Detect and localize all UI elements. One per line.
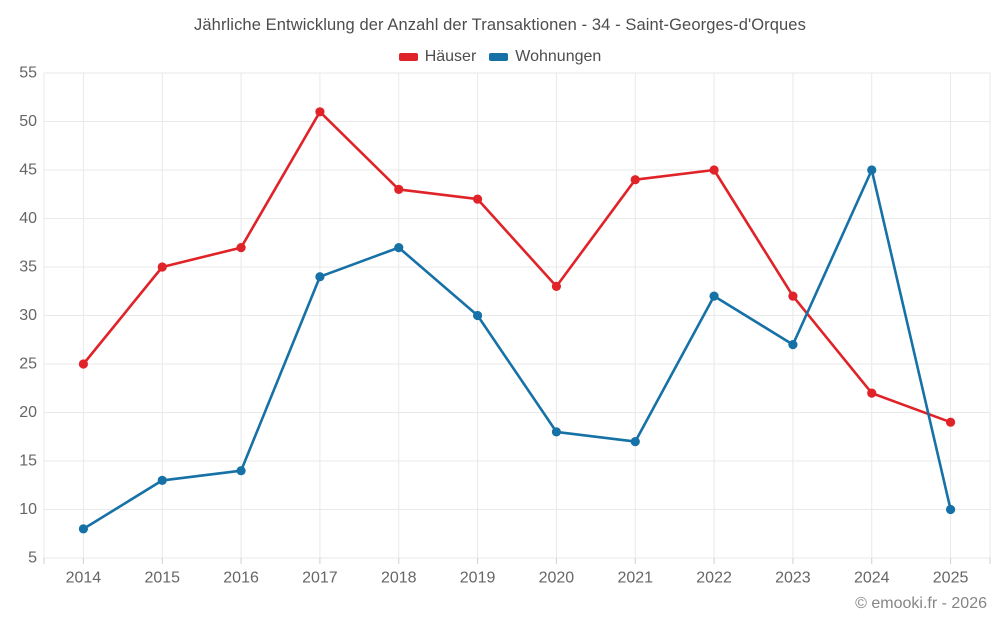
data-point-haeuser	[78, 359, 89, 369]
data-point-haeuser	[945, 417, 956, 427]
x-axis-ticks	[43, 558, 991, 564]
data-point-haeuser	[157, 262, 167, 272]
x-axis-label: 2014	[66, 570, 102, 587]
x-axis-label: 2022	[696, 570, 732, 587]
data-point-haeuser	[788, 291, 798, 301]
x-axis-label: 2023	[775, 570, 811, 587]
x-axis-labels: 2014 2015 2016 2017 2018 2019 2020 2021 2022 2023…	[66, 570, 969, 587]
x-axis-label: 2018	[381, 570, 417, 587]
chart-legend: Häuser Wohnungen	[0, 48, 1000, 66]
data-point-wohnungen	[472, 310, 483, 321]
data-point-haeuser	[315, 107, 325, 117]
y-axis-labels: 5 10 15 20 25 30 35 40 45 50 55	[19, 65, 37, 567]
y-axis-label: 15	[19, 453, 37, 470]
series-wohnungen	[78, 165, 956, 534]
x-axis-label: 2017	[302, 570, 338, 587]
legend-label: Wohnungen	[515, 48, 602, 65]
y-axis-label: 35	[19, 259, 37, 276]
data-point-haeuser	[709, 165, 719, 175]
data-point-wohnungen	[709, 291, 719, 301]
x-axis-label: 2019	[460, 570, 496, 587]
y-axis-label: 25	[19, 356, 37, 373]
data-point-haeuser	[236, 243, 246, 253]
x-axis-label: 2021	[617, 570, 653, 587]
data-point-haeuser	[551, 281, 562, 291]
chart-title: Jährliche Entwicklung der Anzahl der Tra…	[194, 16, 806, 34]
data-point-haeuser	[394, 184, 404, 194]
y-axis-label: 55	[19, 65, 37, 82]
series-haeuser	[78, 107, 956, 427]
y-axis-label: 50	[19, 113, 37, 130]
data-point-wohnungen	[867, 165, 877, 175]
x-axis-label: 2015	[144, 570, 180, 587]
x-axis-label: 2016	[223, 570, 259, 587]
legend-label: Häuser	[424, 48, 477, 65]
x-axis-label: 2025	[933, 570, 969, 587]
x-axis-label: 2024	[854, 570, 890, 587]
data-point-wohnungen	[551, 427, 562, 437]
y-axis-label: 40	[19, 210, 37, 227]
y-axis-label: 20	[19, 404, 37, 421]
gridlines	[43, 72, 991, 559]
y-axis-label: 10	[19, 501, 37, 518]
legend-swatch-wohnungen	[489, 53, 509, 61]
series-line-wohnungen	[82, 168, 952, 531]
data-point-haeuser	[867, 388, 877, 398]
data-point-wohnungen	[394, 243, 404, 253]
data-point-haeuser	[630, 175, 640, 185]
data-point-wohnungen	[630, 437, 640, 447]
data-point-haeuser	[472, 194, 483, 204]
x-axis-label: 2020	[539, 570, 575, 587]
data-point-wohnungen	[157, 475, 167, 485]
legend-swatch-haeuser	[398, 53, 418, 61]
copyright-text: © emooki.fr - 2026	[855, 595, 987, 612]
data-point-wohnungen	[945, 504, 956, 515]
series-line-haeuser	[82, 110, 952, 424]
y-axis-label: 45	[19, 162, 37, 179]
data-point-wohnungen	[236, 466, 246, 476]
data-point-wohnungen	[315, 272, 325, 282]
data-point-wohnungen	[78, 524, 89, 534]
y-axis-label: 5	[28, 550, 37, 567]
data-point-wohnungen	[788, 340, 798, 350]
legend-item-wohnungen[interactable]: Wohnungen	[489, 48, 601, 66]
legend-item-haeuser[interactable]: Häuser	[398, 48, 477, 66]
y-axis-label: 30	[19, 307, 37, 324]
